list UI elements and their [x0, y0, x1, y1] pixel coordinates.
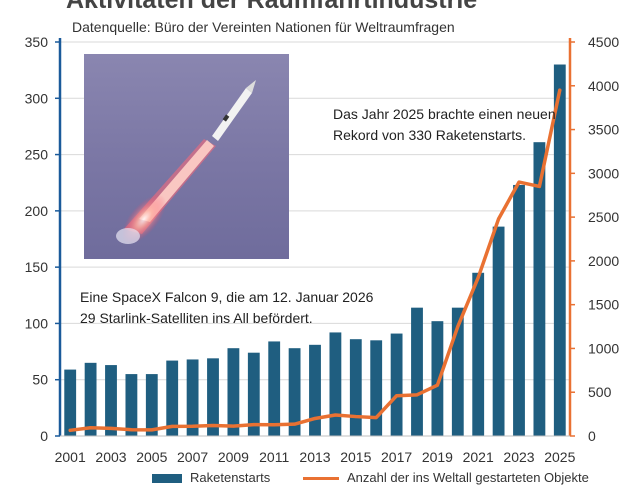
x-tick-label-2011: 2011	[259, 449, 289, 465]
bar-2025	[553, 64, 566, 436]
bar-2005	[145, 374, 158, 436]
objects-point-2025	[558, 88, 562, 92]
bar-2015	[349, 339, 362, 436]
right-tick-label-0: 0	[588, 428, 596, 444]
legend-item-objects: Anzahl der ins Weltall gestarteten Objek…	[303, 470, 589, 485]
right-tick-label-1000: 1000	[588, 340, 619, 356]
objects-point-2022	[497, 217, 501, 221]
bar-2020	[451, 307, 464, 436]
left-tick-label-50: 50	[32, 372, 48, 388]
objects-point-2009	[231, 424, 235, 428]
objects-point-2008	[211, 423, 215, 427]
right-tick-label-2000: 2000	[588, 253, 619, 269]
bar-2021	[472, 272, 485, 436]
objects-point-2001	[68, 428, 72, 432]
objects-point-2014	[333, 413, 337, 417]
objects-point-2011	[272, 423, 276, 427]
x-tick-label-2013: 2013	[299, 449, 330, 465]
left-tick-label-150: 150	[25, 259, 49, 275]
legend-item-launches: Raketenstarts	[152, 470, 270, 485]
legend-swatch-bars	[152, 474, 182, 484]
bar-2011	[268, 341, 281, 436]
chart-title: Aktivitäten der Raumfahrtindustrie	[66, 0, 478, 14]
x-tick-label-2015: 2015	[340, 449, 371, 465]
objects-point-2003	[109, 426, 113, 430]
left-tick-label-350: 350	[25, 34, 49, 50]
objects-point-2017	[395, 394, 399, 398]
objects-point-2012	[293, 422, 297, 426]
objects-point-2007	[191, 424, 195, 428]
right-tick-label-500: 500	[588, 384, 612, 400]
left-tick-label-250: 250	[25, 147, 49, 163]
bar-2019	[431, 321, 444, 436]
right-tick-label-4000: 4000	[588, 78, 619, 94]
bar-2012	[288, 348, 301, 436]
bar-2017	[390, 333, 403, 436]
bar-2001	[64, 369, 77, 436]
x-tick-label-2001: 2001	[55, 449, 86, 465]
legend-label-launches: Raketenstarts	[190, 470, 271, 485]
right-tick-label-3000: 3000	[588, 165, 619, 181]
x-tick-label-2019: 2019	[422, 449, 453, 465]
record-annotation: Das Jahr 2025 brachte einen neuen Rekord…	[333, 106, 556, 143]
objects-point-2024	[537, 184, 541, 188]
objects-point-2015	[354, 415, 358, 419]
objects-point-2020	[456, 325, 460, 329]
objects-point-2006	[170, 424, 174, 428]
legend-label-objects: Anzahl der ins Weltall gestarteten Objek…	[347, 470, 589, 485]
bar-2018	[411, 307, 423, 436]
right-tick-label-1500: 1500	[588, 297, 619, 313]
bar-2009	[227, 348, 240, 436]
objects-point-2002	[89, 426, 93, 430]
left-tick-label-0: 0	[40, 428, 48, 444]
bar-2024	[533, 142, 546, 436]
x-tick-label-2003: 2003	[95, 449, 126, 465]
bar-2002	[84, 362, 97, 436]
x-tick-label-2023: 2023	[503, 449, 534, 465]
objects-point-2016	[374, 416, 378, 420]
bar-2007	[186, 359, 199, 436]
right-tick-label-2500: 2500	[588, 209, 619, 225]
bar-2014	[329, 332, 342, 436]
bar-2003	[105, 365, 117, 436]
bar-2008	[207, 358, 219, 436]
left-tick-label-100: 100	[25, 315, 49, 331]
legend-swatch-line	[303, 477, 339, 481]
photo-caption: Eine SpaceX Falcon 9, die am 12. Januar …	[80, 289, 374, 326]
right-tick-label-3500: 3500	[588, 122, 619, 138]
left-tick-label-200: 200	[25, 203, 49, 219]
objects-point-2013	[313, 416, 317, 420]
bar-2004	[125, 374, 138, 436]
x-tick-label-2007: 2007	[177, 449, 208, 465]
bar-2006	[166, 360, 179, 436]
left-tick-label-300: 300	[25, 90, 49, 106]
objects-point-2010	[252, 423, 256, 427]
objects-point-2018	[415, 393, 419, 397]
x-tick-label-2005: 2005	[136, 449, 167, 465]
x-tick-label-2017: 2017	[381, 449, 412, 465]
bar-2022	[492, 226, 505, 436]
objects-point-2019	[435, 383, 439, 387]
x-tick-label-2009: 2009	[218, 449, 249, 465]
objects-point-2005	[150, 428, 154, 432]
x-tick-label-2021: 2021	[463, 449, 494, 465]
chart-subtitle: Datenquelle: Büro der Vereinten Nationen…	[72, 19, 455, 35]
objects-point-2023	[517, 180, 521, 184]
right-tick-label-4500: 4500	[588, 34, 619, 50]
rocket-launch-photo	[84, 54, 289, 259]
bar-2013	[309, 344, 321, 436]
bar-2023	[513, 184, 525, 436]
objects-point-2004	[129, 428, 133, 432]
bar-2010	[247, 352, 260, 436]
x-tick-label-2025: 2025	[544, 449, 575, 465]
objects-point-2021	[476, 276, 480, 280]
bar-2016	[370, 340, 383, 436]
